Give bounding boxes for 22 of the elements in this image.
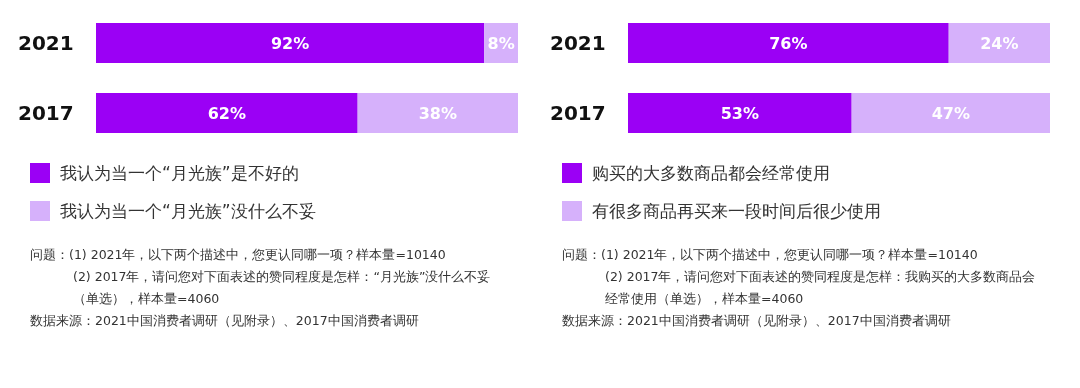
legend-label: 购买的大多数商品都会经常使用 xyxy=(592,161,830,185)
data-label: 38% xyxy=(418,103,457,123)
legend-label: 我认为当一个“月光族”是不好的 xyxy=(60,161,299,185)
data-label: 92% xyxy=(270,33,310,53)
data-label: 76% xyxy=(769,33,808,53)
source-note: 数据来源：2021中国消费者调研（见附录）、2017中国消费者调研 xyxy=(562,312,952,330)
text: 问题：(1) 2021年，以下两个描述中，您更认同哪一项？样本量=10140 xyxy=(30,246,447,264)
data-label: 47% xyxy=(931,103,970,123)
legend-label: 有很多商品再买来一段时间后很少使用 xyxy=(592,199,881,223)
data-label: 62% xyxy=(207,103,246,123)
text: (2) 2017年，请问您对下面表述的赞同程度是怎样：“月光族”没什么不妥（单选），样本量=4060 xyxy=(72,268,492,308)
text: 问题：(1) 2021年，以下两个描述中，您更认同哪一项？样本量=10140 xyxy=(562,246,979,264)
data-label: 8% xyxy=(487,33,515,53)
y-tick-label: 2021 xyxy=(550,31,606,56)
y-tick-label: 2017 xyxy=(18,101,74,126)
text: (2) 2017年，请问您对下面表述的赞同程度是怎样：我购买的大多数商品会经常使用（单选），样本量=4060 xyxy=(604,268,1037,308)
y-tick-label: 2021 xyxy=(18,31,74,56)
y-tick-label: 2017 xyxy=(550,101,606,126)
data-label: 53% xyxy=(720,103,759,123)
source-note: 数据来源：2021中国消费者调研（见附录）、2017中国消费者调研 xyxy=(30,312,420,330)
data-label: 24% xyxy=(980,33,1019,53)
legend-label: 我认为当一个“月光族”没什么不妥 xyxy=(60,199,316,223)
